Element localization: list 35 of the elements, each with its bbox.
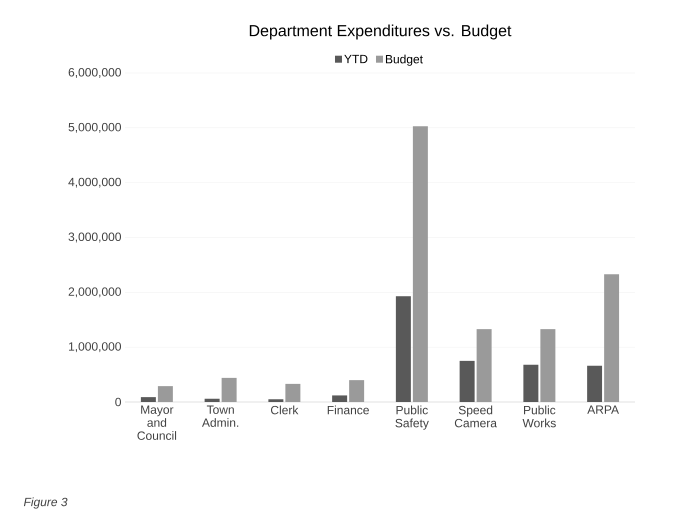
bar	[587, 366, 602, 402]
bar	[412, 126, 428, 402]
text: Figure 3	[24, 497, 68, 509]
bar	[285, 384, 300, 402]
bar	[332, 395, 348, 402]
y-tick-label: 6,000,000	[68, 68, 121, 78]
bar	[604, 274, 620, 402]
bar	[204, 398, 220, 402]
bar	[158, 386, 173, 402]
chart-title: Department Expenditures vs. Budget	[250, 24, 512, 40]
x-tick-label: Public Safety	[395, 406, 429, 430]
y-tick-label: 1,000,000	[68, 342, 121, 352]
bar	[476, 329, 492, 402]
bar	[268, 399, 284, 402]
bar	[460, 360, 475, 402]
bar	[349, 380, 364, 402]
bar	[222, 378, 237, 402]
x-tick-label: Mayor and Council	[137, 406, 176, 440]
y-tick-label: 2,000,000	[68, 287, 121, 298]
x-tick-label: Town Admin.	[202, 406, 238, 427]
x-tick-label: Speed Camera	[454, 406, 497, 428]
x-tick-label: Public Works	[522, 406, 556, 428]
legend-label: Budget	[386, 54, 423, 66]
bar	[540, 329, 556, 402]
x-tick-label: Finance	[328, 406, 369, 414]
y-tick-label: 4,000,000	[68, 178, 121, 188]
x-tick-label: ARPA	[587, 406, 619, 414]
legend-label: YTD	[344, 54, 368, 64]
bar	[523, 364, 538, 402]
bar	[396, 296, 411, 402]
y-tick-label: 3,000,000	[68, 232, 121, 242]
bar	[140, 397, 156, 402]
x-tick-label: Clerk	[270, 406, 298, 414]
y-tick-label: 0	[115, 398, 122, 406]
y-tick-label: 5,000,000	[68, 122, 121, 133]
